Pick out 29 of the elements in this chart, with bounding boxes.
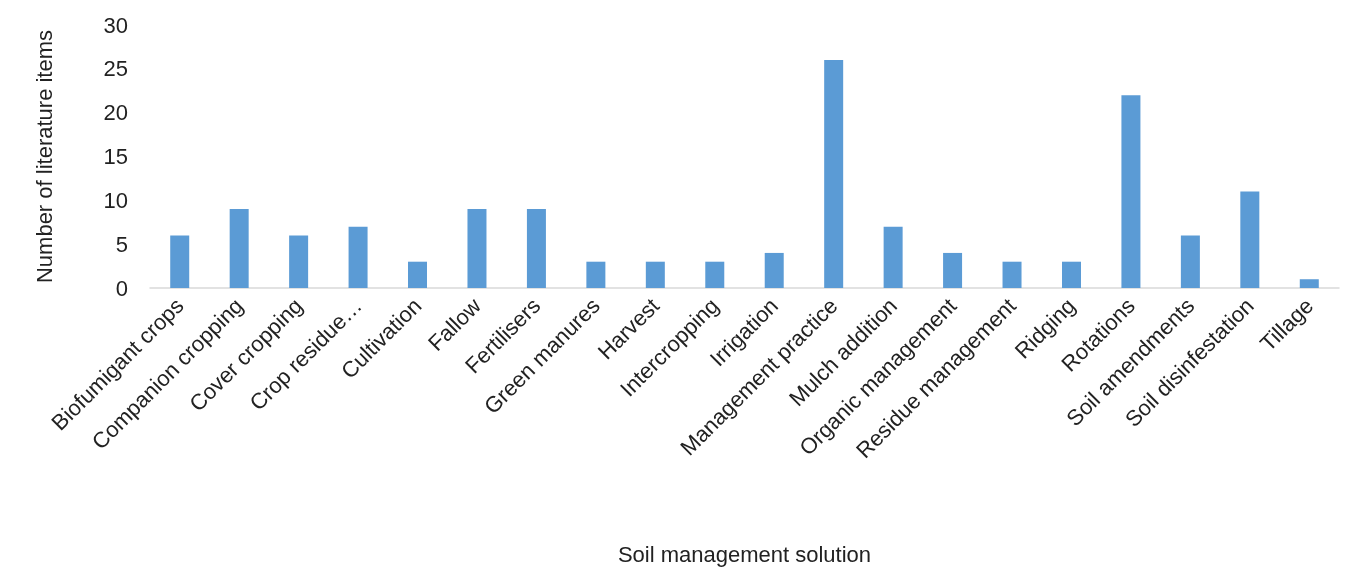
bar bbox=[1061, 261, 1081, 288]
bar bbox=[289, 235, 309, 288]
bar bbox=[883, 226, 903, 288]
y-tick-label: 15 bbox=[103, 144, 128, 169]
y-axis-title: Number of literature items bbox=[31, 29, 57, 284]
bar bbox=[705, 261, 725, 288]
x-axis-title: Soil management solution bbox=[617, 541, 872, 567]
bar bbox=[467, 209, 487, 288]
bar bbox=[526, 209, 546, 288]
bar bbox=[348, 226, 368, 288]
y-tick-label: 10 bbox=[103, 187, 128, 213]
bar bbox=[1240, 191, 1260, 288]
y-tick-label: 0 bbox=[115, 275, 128, 301]
bar bbox=[1299, 279, 1319, 288]
bar bbox=[764, 252, 784, 288]
bar bbox=[586, 261, 606, 288]
bar bbox=[824, 60, 844, 288]
y-tick-label: 20 bbox=[103, 100, 128, 126]
bar bbox=[408, 261, 428, 288]
bar bbox=[943, 252, 963, 288]
y-tick-label: 30 bbox=[103, 12, 128, 38]
bar bbox=[1121, 95, 1141, 288]
bar bbox=[1002, 261, 1022, 288]
y-tick-label: 25 bbox=[103, 56, 128, 82]
bar bbox=[1180, 235, 1200, 288]
bar bbox=[170, 235, 190, 288]
y-tick-label: 5 bbox=[115, 231, 128, 257]
bar bbox=[229, 209, 249, 288]
bar bbox=[645, 261, 665, 288]
